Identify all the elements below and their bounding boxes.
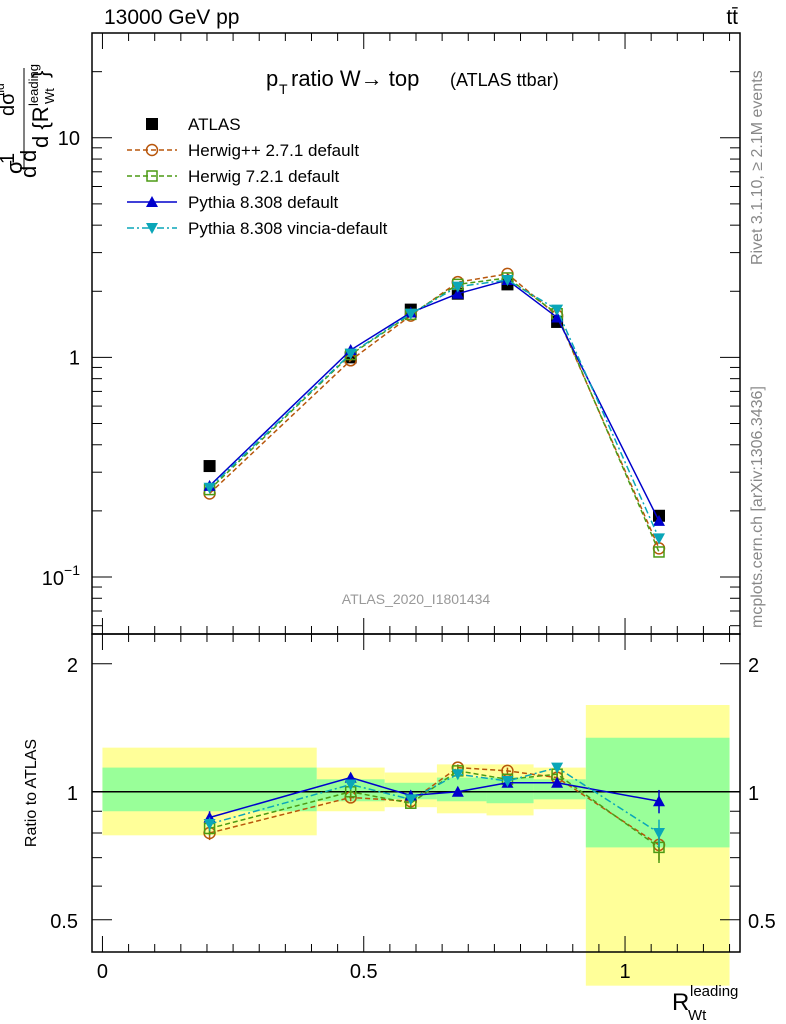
uncertainty-band-green-5 [533, 779, 586, 800]
ylabel-dsigma: dσ [0, 92, 19, 116]
uncertainty-band-green-0 [102, 767, 317, 812]
ylabel-fid: fid [0, 83, 7, 96]
data-point-s4-0 [203, 482, 216, 494]
x-axis-label-sup: leading [690, 983, 738, 1000]
ylabel-one: 1 [0, 153, 19, 164]
legend-label-2: Herwig 7.2.1 default [188, 167, 339, 186]
legend-label-4: Pythia 8.308 vincia-default [188, 219, 388, 238]
data-point-s1-6 [652, 542, 666, 555]
title-note: (ATLAS ttbar) [450, 70, 559, 90]
ratio-point-s3-4 [501, 776, 514, 788]
data-point-s4-6 [653, 533, 665, 545]
ratio-point-s2-6 [653, 795, 665, 807]
ylabel-leading: leading [26, 64, 41, 106]
ratio-ytick-label-left-2: 0.5 [50, 911, 78, 933]
data-point-s4-5 [551, 304, 564, 316]
main-ytick-label-0.1: 10 [42, 568, 64, 590]
ratio-point-s3-3 [451, 769, 464, 781]
ylabel-wt: Wt [42, 88, 57, 104]
legend-marker-1 [145, 143, 159, 157]
legend-marker-2 [146, 170, 158, 182]
ratio-y-axis-label: Ratio to ATLAS [23, 739, 40, 847]
main-ytick-label-1: 1 [69, 347, 80, 369]
ratio-point-s3-2 [404, 794, 417, 806]
xtick-label-0: 0 [97, 961, 108, 983]
header-right: tt̄ [726, 6, 738, 29]
xtick-label-1: 0.5 [350, 961, 378, 983]
ylabel-d1: d [16, 166, 41, 178]
ratio-point-s3-1 [344, 779, 357, 791]
analysis-watermark: ATLAS_2020_I1801434 [342, 591, 491, 607]
data-point-s4-2 [404, 308, 417, 320]
chart-labels: Rivet 3.1.10, ≥ 2.1M events mcplots.cern… [749, 70, 766, 628]
legend-label-1: Herwig++ 2.7.1 default [188, 141, 359, 160]
data-point-s3-6 [653, 514, 665, 526]
data-point-s4-3 [451, 281, 464, 293]
x-axis-label-sub: Wt [688, 1007, 707, 1024]
ratio-point-s3-5 [551, 762, 564, 774]
data-point-s4-4 [501, 275, 514, 287]
data-point-s0-0 [203, 460, 216, 473]
ratio-ytick-label-right-1: 1 [748, 783, 759, 805]
ylabel-brace: } [28, 71, 53, 78]
ylabel-d2: d [16, 150, 41, 162]
ratio-ytick-label-right-0: 2 [748, 655, 759, 677]
ratio-ytick-label-left-1: 1 [67, 783, 78, 805]
data-point-s3-5 [551, 311, 564, 323]
legend-marker-3 [146, 196, 158, 207]
ratio-ytick-label-left-0: 2 [67, 655, 78, 677]
ylabel-sigma: σ [2, 160, 27, 174]
legend-marker-0 [146, 118, 158, 130]
ratio-panel: 2 2 1 1 0.5 0.5 0 0.5 1 RWt leading Ratio to ATLAS [23, 633, 776, 1024]
ratio-point-s3-6 [653, 828, 665, 840]
title-rest: ratio W→ top [291, 66, 419, 91]
data-point-s3-3 [451, 287, 464, 299]
ratio-ytick-label-right-2: 0.5 [748, 911, 776, 933]
mcplots-label: mcplots.cern.ch [arXiv:1306.3436] [749, 386, 766, 628]
main-ytick-label-10: 10 [58, 128, 80, 150]
legend-marker-4 [146, 223, 158, 234]
legend-label-0: ATLAS [188, 115, 241, 134]
title-p: p [266, 66, 278, 91]
uncertainty-band-green-3 [436, 777, 487, 802]
series-line-1 [209, 273, 660, 549]
ylabel-denominator: d {R [28, 106, 53, 148]
ratio-point-s3-0 [203, 818, 216, 830]
x-axis-label: R [672, 989, 689, 1016]
main-ytick-label-exp: −1 [64, 562, 80, 578]
title-sub: T [279, 81, 288, 97]
data-point-s4-1 [344, 348, 357, 360]
xtick-label-2: 1 [619, 961, 630, 983]
rivet-label: Rivet 3.1.10, ≥ 2.1M events [749, 70, 766, 265]
header-left: 13000 GeV pp [104, 6, 240, 29]
legend-label-3: Pythia 8.308 default [188, 193, 339, 212]
legend: ATLAS Herwig++ 2.7.1 default Herwig 7.2.1 … [127, 115, 388, 238]
series-line-3 [209, 279, 660, 522]
series-line-4 [209, 279, 660, 539]
data-point-s2-6 [653, 546, 665, 558]
ratio-point-s2-3 [451, 785, 464, 797]
ratio-point-s2-5 [551, 776, 564, 788]
series-line-2 [209, 277, 660, 553]
